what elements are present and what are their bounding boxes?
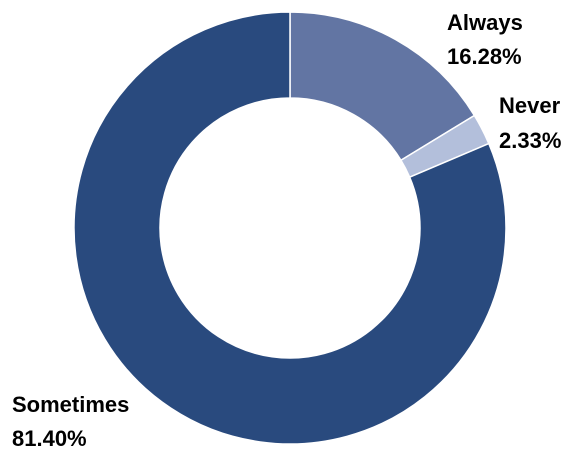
slice-label-never-value: 2.33% (499, 128, 561, 153)
slice-label-always-name: Always (447, 10, 523, 35)
donut-slices (73, 11, 507, 445)
slice-always (289, 11, 476, 162)
slice-label-sometimes-name: Sometimes (12, 392, 129, 417)
slice-sometimes (73, 11, 507, 445)
slice-label-always-value: 16.28% (447, 44, 522, 69)
slice-label-never-name: Never (499, 93, 561, 118)
slice-label-sometimes-value: 81.40% (12, 426, 87, 450)
